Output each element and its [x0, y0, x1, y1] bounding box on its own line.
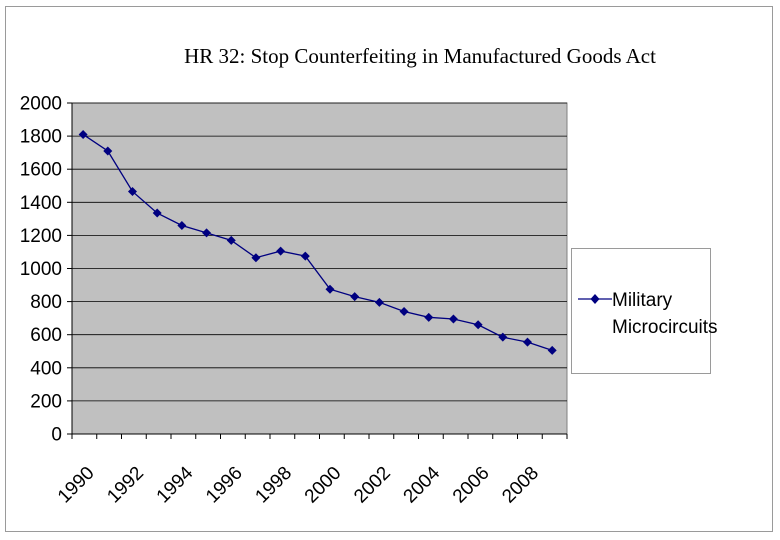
x-tick-label-2002: 2002: [350, 463, 395, 508]
gridlines: [72, 102, 567, 402]
data-point-2001: [350, 292, 360, 302]
x-tick-label-2006: 2006: [449, 463, 494, 508]
data-point-2007: [498, 332, 508, 342]
y-tick-label-1600: 1600: [20, 160, 62, 181]
data-point-2006: [473, 320, 483, 330]
y-tick-label-1800: 1800: [20, 127, 62, 148]
legend-swatch: [578, 294, 612, 304]
data-point-1992: [127, 187, 137, 197]
y-tick-label-1400: 1400: [20, 193, 62, 214]
y-tick-label-800: 800: [30, 292, 62, 313]
y-tick-label-200: 200: [30, 391, 62, 412]
y-tick-label-0: 0: [51, 425, 62, 446]
legend-entry-label: Military Microcircuits: [612, 290, 718, 338]
x-tick-label-1994: 1994: [153, 462, 198, 507]
y-tick-labels: 0 200 400 600 800 1000 1200 1400 1600 1800 2000: [20, 94, 62, 446]
data-point-1991: [103, 146, 113, 156]
y-tick-label-600: 600: [30, 325, 62, 346]
axes: [67, 102, 568, 439]
data-point-2002: [374, 297, 384, 307]
data-point-1994: [177, 220, 187, 230]
data-point-2009: [547, 345, 557, 355]
data-point-1995: [202, 228, 212, 238]
legend: Military Microcircuits: [571, 248, 718, 374]
x-tick-label-1998: 1998: [251, 463, 296, 508]
data-point-1999: [300, 251, 310, 261]
data-point-1998: [276, 246, 286, 256]
x-tick-label-1992: 1992: [103, 463, 148, 508]
data-point-1990: [78, 129, 88, 139]
x-tick-labels: 1990 1992 1994 1996 1998 2000 2002 2004 2006 2008: [54, 462, 543, 507]
data-point-1996: [226, 235, 236, 245]
x-tick-label-1990: 1990: [54, 463, 99, 508]
y-tick-label-1200: 1200: [20, 226, 62, 247]
x-tick-label-2000: 2000: [301, 463, 346, 508]
data-point-2004: [424, 312, 434, 322]
chart-title: HR 32: Stop Counterfeiting in Manufactur…: [184, 44, 656, 68]
data-point-2008: [522, 337, 532, 347]
data-point-1993: [152, 208, 162, 218]
x-tick-label-1996: 1996: [202, 463, 247, 508]
x-tick-label-2004: 2004: [400, 462, 445, 507]
data-point-2005: [448, 314, 458, 324]
data-point-1997: [251, 253, 261, 263]
series-line-0: [82, 133, 553, 352]
data-point-2003: [399, 307, 409, 317]
x-tick-label-2008: 2008: [498, 463, 543, 508]
y-tick-label-400: 400: [30, 358, 62, 379]
y-tick-label-1000: 1000: [20, 259, 62, 280]
y-tick-label-2000: 2000: [20, 94, 62, 115]
data-point-2000: [325, 284, 335, 294]
series-group: [78, 129, 557, 355]
